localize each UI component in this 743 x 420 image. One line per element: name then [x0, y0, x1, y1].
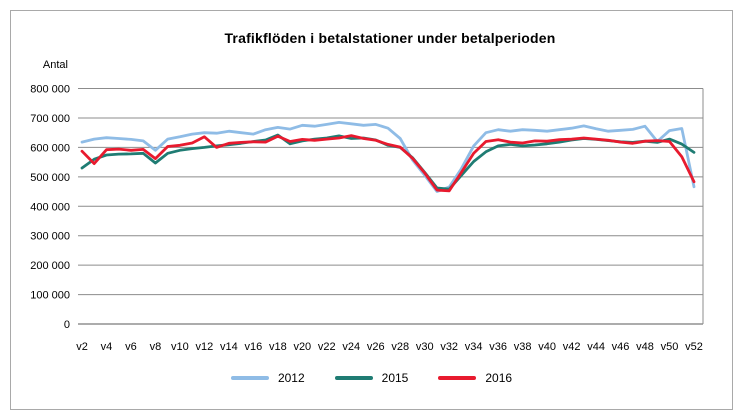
y-tick-label: 200 000 — [30, 260, 70, 272]
chart-legend: 2012 2015 2016 — [0, 371, 743, 385]
y-tick-label: 400 000 — [30, 201, 70, 213]
chart-outer-border — [10, 10, 733, 410]
legend-label-2015: 2015 — [381, 371, 409, 385]
x-tick-label: v2 — [76, 341, 88, 353]
x-tick-label: v30 — [416, 341, 434, 353]
legend-item-2012: 2012 — [230, 371, 305, 385]
x-tick-label: v24 — [342, 341, 360, 353]
x-tick-label: v4 — [101, 341, 113, 353]
y-tick-label: 500 000 — [30, 172, 70, 184]
x-tick-label: v8 — [150, 341, 162, 353]
x-tick-label: v44 — [587, 341, 605, 353]
y-tick-label: 100 000 — [30, 290, 70, 302]
legend-label-2016: 2016 — [485, 371, 513, 385]
x-tick-label: v50 — [661, 341, 679, 353]
series-line-2016 — [80, 134, 696, 193]
x-tick-label: v28 — [391, 341, 409, 353]
x-tick-label: v46 — [612, 341, 630, 353]
x-tick-label: v6 — [125, 341, 137, 353]
legend-swatch-2016 — [438, 376, 477, 380]
x-tick-label: v16 — [244, 341, 262, 353]
y-tick-label: 300 000 — [30, 231, 70, 243]
x-tick-label: v48 — [636, 341, 654, 353]
x-tick-label: v40 — [538, 341, 556, 353]
y-tick-label: 600 000 — [30, 142, 70, 154]
legend-swatch-2015 — [334, 376, 373, 380]
x-tick-label: v20 — [293, 341, 311, 353]
legend-swatch-2012 — [230, 376, 269, 380]
x-tick-label: v52 — [685, 341, 703, 353]
legend-item-2015: 2015 — [334, 371, 409, 385]
x-tick-label: v14 — [220, 341, 238, 353]
chart-title: Trafikflöden i betalstationer under beta… — [224, 30, 556, 46]
y-tick-label: 700 000 — [30, 113, 70, 125]
x-tick-label: v32 — [440, 341, 458, 353]
legend-item-2016: 2016 — [438, 371, 512, 385]
x-tick-label: v26 — [367, 341, 385, 353]
y-axis-title: Antal — [42, 59, 68, 71]
x-tick-label: v10 — [171, 341, 189, 353]
y-tick-label: 0 — [64, 319, 70, 331]
x-tick-label: v12 — [196, 341, 214, 353]
y-tick-label: 800 000 — [30, 84, 70, 96]
x-tick-label: v34 — [465, 341, 483, 353]
x-tick-label: v22 — [318, 341, 336, 353]
x-tick-label: v36 — [489, 341, 507, 353]
legend-label-2012: 2012 — [277, 371, 305, 385]
x-tick-label: v18 — [269, 341, 287, 353]
x-tick-label: v38 — [514, 341, 532, 353]
x-tick-label: v42 — [563, 341, 581, 353]
series-line-2012 — [80, 121, 696, 193]
